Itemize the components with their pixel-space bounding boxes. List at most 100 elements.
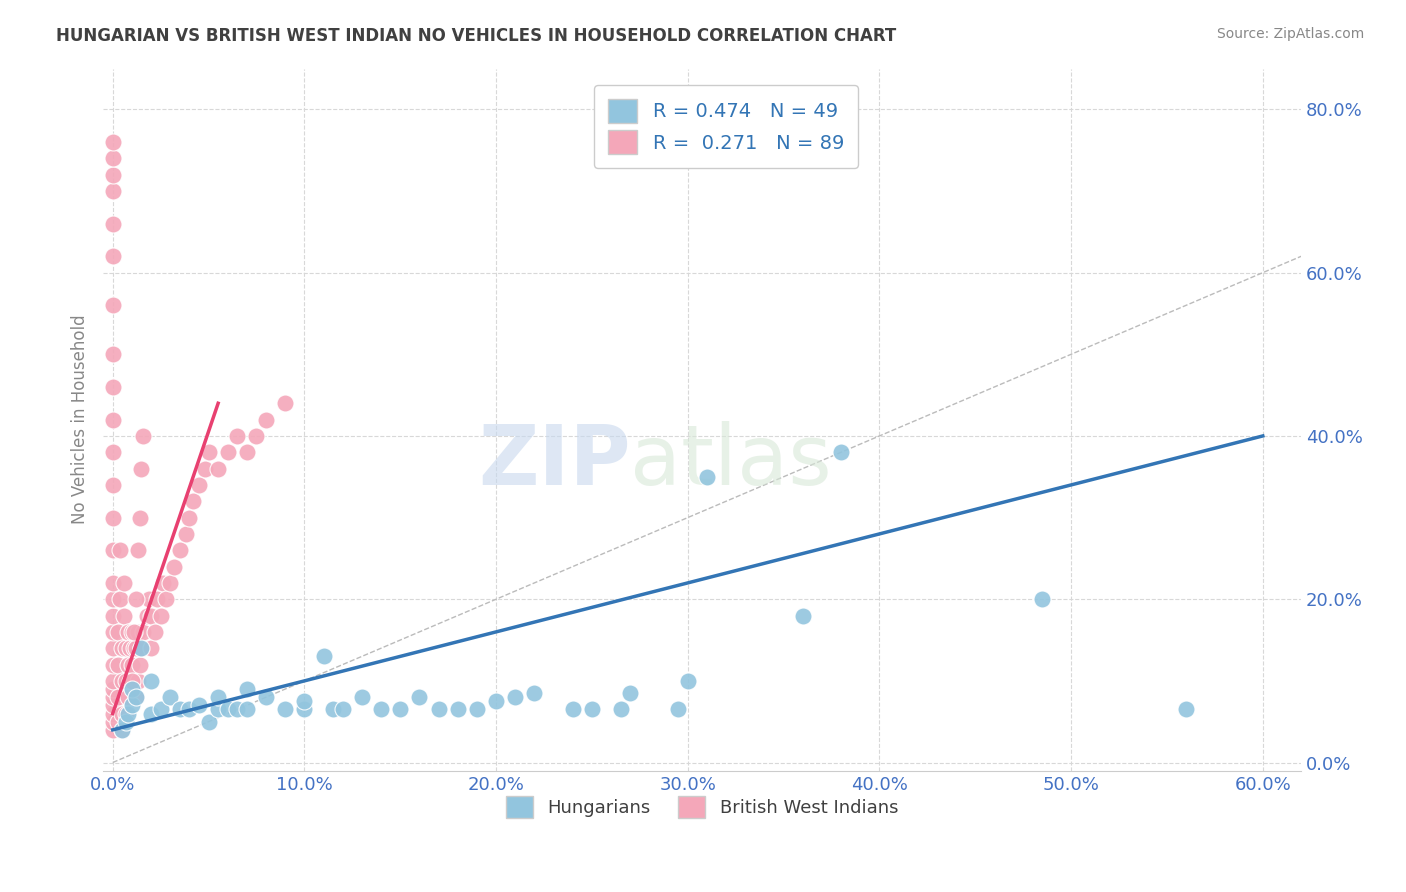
Point [131, 641, 153, 656]
Point [207, 690, 229, 705]
Point [619, 686, 641, 700]
Point [447, 702, 470, 716]
Point [523, 686, 546, 700]
Point [143, 624, 166, 639]
Point [350, 690, 373, 705]
Point [312, 649, 335, 664]
Point [197, 445, 219, 459]
Point [110, 592, 132, 607]
Point [254, 690, 277, 705]
Point [121, 681, 143, 696]
Point [128, 510, 150, 524]
Point [236, 702, 259, 716]
Point [138, 592, 160, 607]
Point [122, 624, 145, 639]
Point [236, 445, 259, 459]
Point [101, 624, 124, 639]
Point [197, 714, 219, 729]
Point [101, 608, 124, 623]
Point [101, 543, 124, 558]
Point [115, 641, 138, 656]
Point [226, 429, 249, 443]
Point [101, 657, 124, 672]
Point [136, 608, 159, 623]
Point [101, 681, 124, 696]
Point [485, 694, 508, 708]
Point [207, 461, 229, 475]
Point [408, 690, 430, 705]
Point [117, 624, 139, 639]
Point [830, 445, 852, 459]
Point [163, 559, 186, 574]
Point [332, 702, 354, 716]
Point [139, 641, 162, 656]
Point [194, 461, 217, 475]
Y-axis label: No Vehicles in Household: No Vehicles in Household [72, 315, 89, 524]
Point [107, 624, 129, 639]
Point [101, 714, 124, 729]
Point [101, 698, 124, 713]
Point [121, 698, 143, 713]
Text: atlas: atlas [630, 421, 832, 502]
Point [159, 690, 181, 705]
Point [101, 217, 124, 231]
Point [146, 592, 169, 607]
Point [101, 298, 124, 312]
Point [118, 673, 141, 688]
Point [666, 702, 689, 716]
Point [101, 478, 124, 492]
Point [179, 702, 201, 716]
Point [609, 702, 631, 716]
Point [125, 641, 148, 656]
Point [152, 575, 174, 590]
Text: ZIP: ZIP [478, 421, 630, 502]
Point [179, 510, 201, 524]
Point [122, 641, 145, 656]
Point [254, 412, 277, 426]
Point [169, 702, 191, 716]
Point [149, 702, 172, 716]
Point [121, 657, 143, 672]
Point [125, 690, 148, 705]
Point [292, 702, 315, 716]
Point [111, 723, 134, 737]
Point [101, 723, 124, 737]
Point [1175, 702, 1198, 716]
Text: Source: ZipAtlas.com: Source: ZipAtlas.com [1216, 27, 1364, 41]
Point [465, 702, 488, 716]
Point [101, 184, 124, 198]
Point [207, 702, 229, 716]
Point [101, 135, 124, 149]
Point [110, 543, 132, 558]
Point [389, 702, 412, 716]
Point [236, 681, 259, 696]
Text: HUNGARIAN VS BRITISH WEST INDIAN NO VEHICLES IN HOUSEHOLD CORRELATION CHART: HUNGARIAN VS BRITISH WEST INDIAN NO VEHI… [56, 27, 897, 45]
Point [115, 673, 138, 688]
Point [101, 641, 124, 656]
Point [128, 657, 150, 672]
Point [1031, 592, 1053, 607]
Point [115, 714, 138, 729]
Point [111, 723, 134, 737]
Point [101, 347, 124, 361]
Point [188, 478, 211, 492]
Point [322, 702, 344, 716]
Point [101, 445, 124, 459]
Point [188, 698, 211, 713]
Point [139, 673, 162, 688]
Point [132, 429, 155, 443]
Point [101, 412, 124, 426]
Point [101, 690, 124, 705]
Point [139, 706, 162, 721]
Point [118, 641, 141, 656]
Point [181, 494, 204, 508]
Point [112, 575, 135, 590]
Point [132, 624, 155, 639]
Point [127, 624, 149, 639]
Point [159, 575, 181, 590]
Point [115, 706, 138, 721]
Point [292, 694, 315, 708]
Point [111, 673, 134, 688]
Legend: Hungarians, British West Indians: Hungarians, British West Indians [499, 789, 905, 825]
Point [676, 673, 699, 688]
